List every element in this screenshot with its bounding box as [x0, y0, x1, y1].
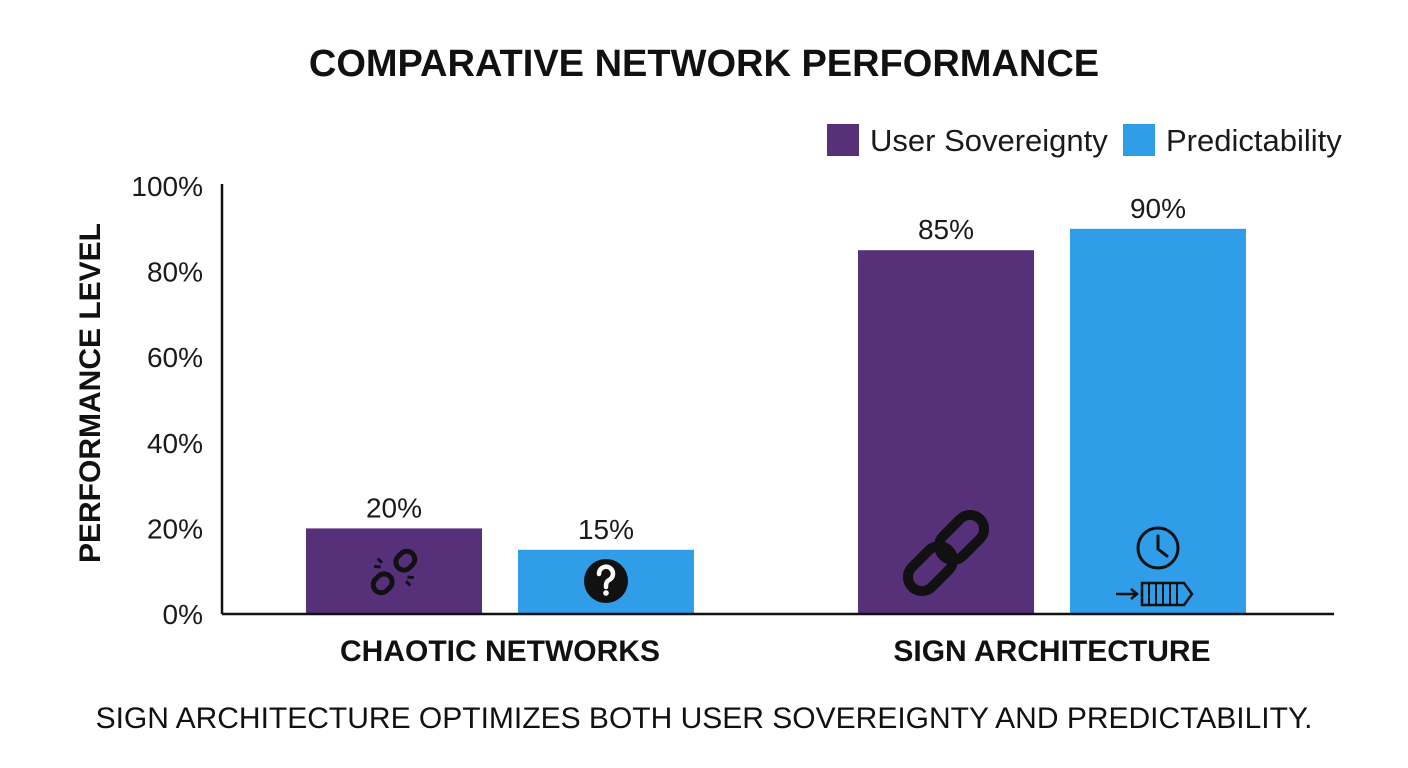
- bars: [306, 228, 1246, 615]
- legend-item: User Sovereignty: [827, 123, 1108, 158]
- link-icon: [902, 509, 990, 597]
- bar-icons: [370, 509, 1194, 607]
- bar-value-label: 85%: [918, 214, 974, 245]
- y-tick-label: 20%: [147, 513, 203, 544]
- bar: [1070, 228, 1246, 615]
- bar-value-label: 15%: [578, 514, 634, 545]
- chart-title: COMPARATIVE NETWORK PERFORMANCE: [309, 43, 1099, 85]
- legend-swatch: [827, 124, 859, 156]
- legend-swatch: [1123, 124, 1155, 156]
- legend-item: Predictability: [1123, 123, 1342, 158]
- bar-value-label: 20%: [366, 492, 422, 523]
- legend-label: User Sovereignty: [870, 123, 1108, 158]
- legend-label: Predictability: [1166, 123, 1342, 158]
- y-tick-label: 100%: [131, 171, 203, 202]
- data-labels: 20% 15% 85% 90%: [366, 193, 1186, 545]
- clock-queue-icon: [1116, 526, 1194, 607]
- y-tick-label: 80%: [147, 257, 203, 288]
- category-label: SIGN ARCHITECTURE: [893, 635, 1210, 668]
- y-axis-label: PERFORMANCE LEVEL: [74, 223, 107, 563]
- bar-value-label: 90%: [1130, 193, 1186, 224]
- y-tick-label: 40%: [147, 428, 203, 459]
- category-labels: CHAOTIC NETWORKS SIGN ARCHITECTURE: [340, 635, 1211, 668]
- legend: User Sovereignty Predictability: [827, 123, 1342, 158]
- category-label: CHAOTIC NETWORKS: [340, 635, 660, 668]
- y-ticks: 0% 20% 40% 60% 80% 100%: [131, 171, 203, 630]
- y-tick-label: 0%: [163, 599, 203, 630]
- bar: [306, 528, 482, 614]
- y-tick-label: 60%: [147, 342, 203, 373]
- question-icon: [584, 559, 628, 603]
- chart-caption: SIGN ARCHITECTURE OPTIMIZES BOTH USER SO…: [96, 702, 1313, 735]
